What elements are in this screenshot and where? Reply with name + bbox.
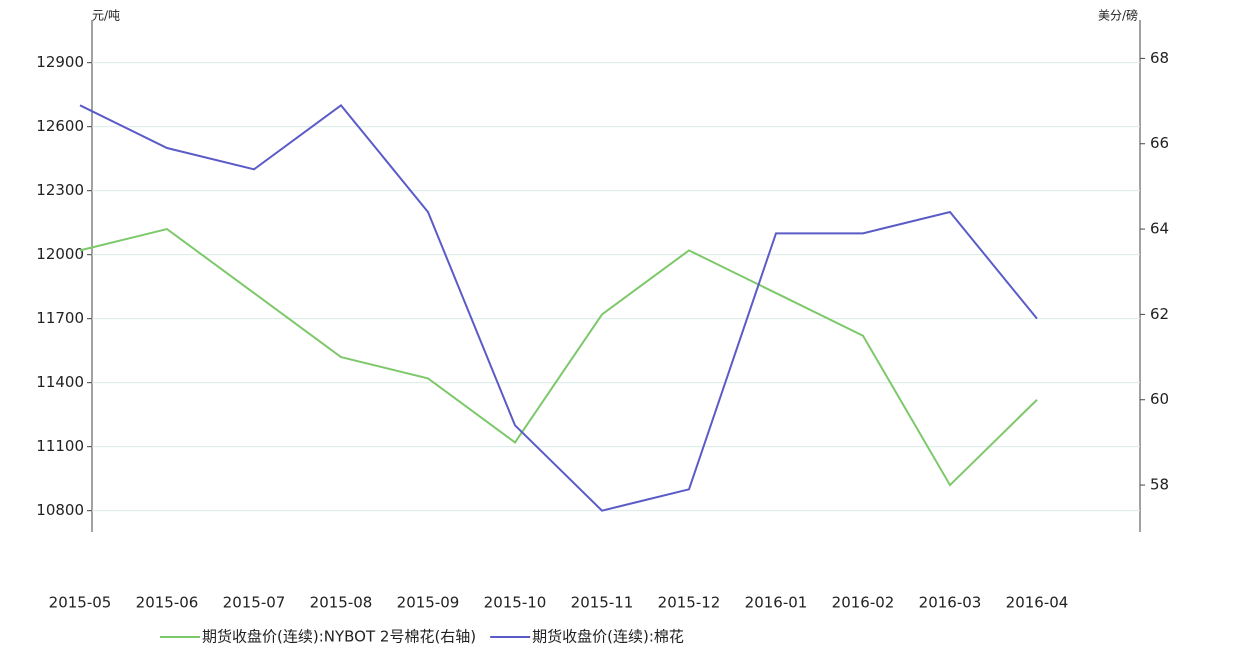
y2-tick-label: 60 (1150, 390, 1169, 408)
y-tick-label: 12600 (36, 117, 84, 135)
y-tick-label: 12900 (36, 53, 84, 71)
y-axis-label: 元/吨 (92, 9, 120, 23)
y2-axis-label: 美分/磅 (1098, 8, 1138, 23)
x-tick-label: 2015-12 (658, 594, 721, 612)
y-tick-label: 12000 (36, 245, 84, 263)
x-tick-label: 2015-11 (571, 594, 634, 612)
x-tick-label: 2016-03 (919, 594, 982, 612)
y-tick-label: 11400 (36, 373, 84, 391)
y-tick-label: 10800 (36, 501, 84, 519)
x-tick-label: 2015-09 (397, 594, 460, 612)
legend-label: 期货收盘价(连续):NYBOT 2号棉花(右轴) (202, 628, 476, 646)
chart: 元/吨 美分/磅 10800 11100 11400 11700 12000 12300 1… (0, 0, 1234, 650)
x-tick-label: 2015-05 (49, 594, 112, 612)
x-tick-label: 2015-06 (136, 594, 199, 612)
legend-label: 期货收盘价(连续):棉花 (532, 628, 684, 646)
x-tick-label: 2016-01 (745, 594, 808, 612)
y2-tick-label: 58 (1150, 476, 1169, 494)
y2-tick-label: 66 (1150, 134, 1169, 152)
y-tick-label: 11100 (36, 437, 84, 455)
x-tick-label: 2016-04 (1006, 594, 1069, 612)
y2-tick-label: 68 (1150, 49, 1169, 67)
x-tick-label: 2016-02 (832, 594, 895, 612)
y2-tick-label: 64 (1150, 220, 1169, 238)
y-tick-label: 12300 (36, 181, 84, 199)
y2-tick-label: 62 (1150, 305, 1169, 323)
x-tick-label: 2015-10 (484, 594, 547, 612)
x-tick-label: 2015-07 (223, 594, 286, 612)
series-line (80, 105, 1037, 510)
y-tick-label: 11700 (36, 309, 84, 327)
x-tick-label: 2015-08 (310, 594, 373, 612)
